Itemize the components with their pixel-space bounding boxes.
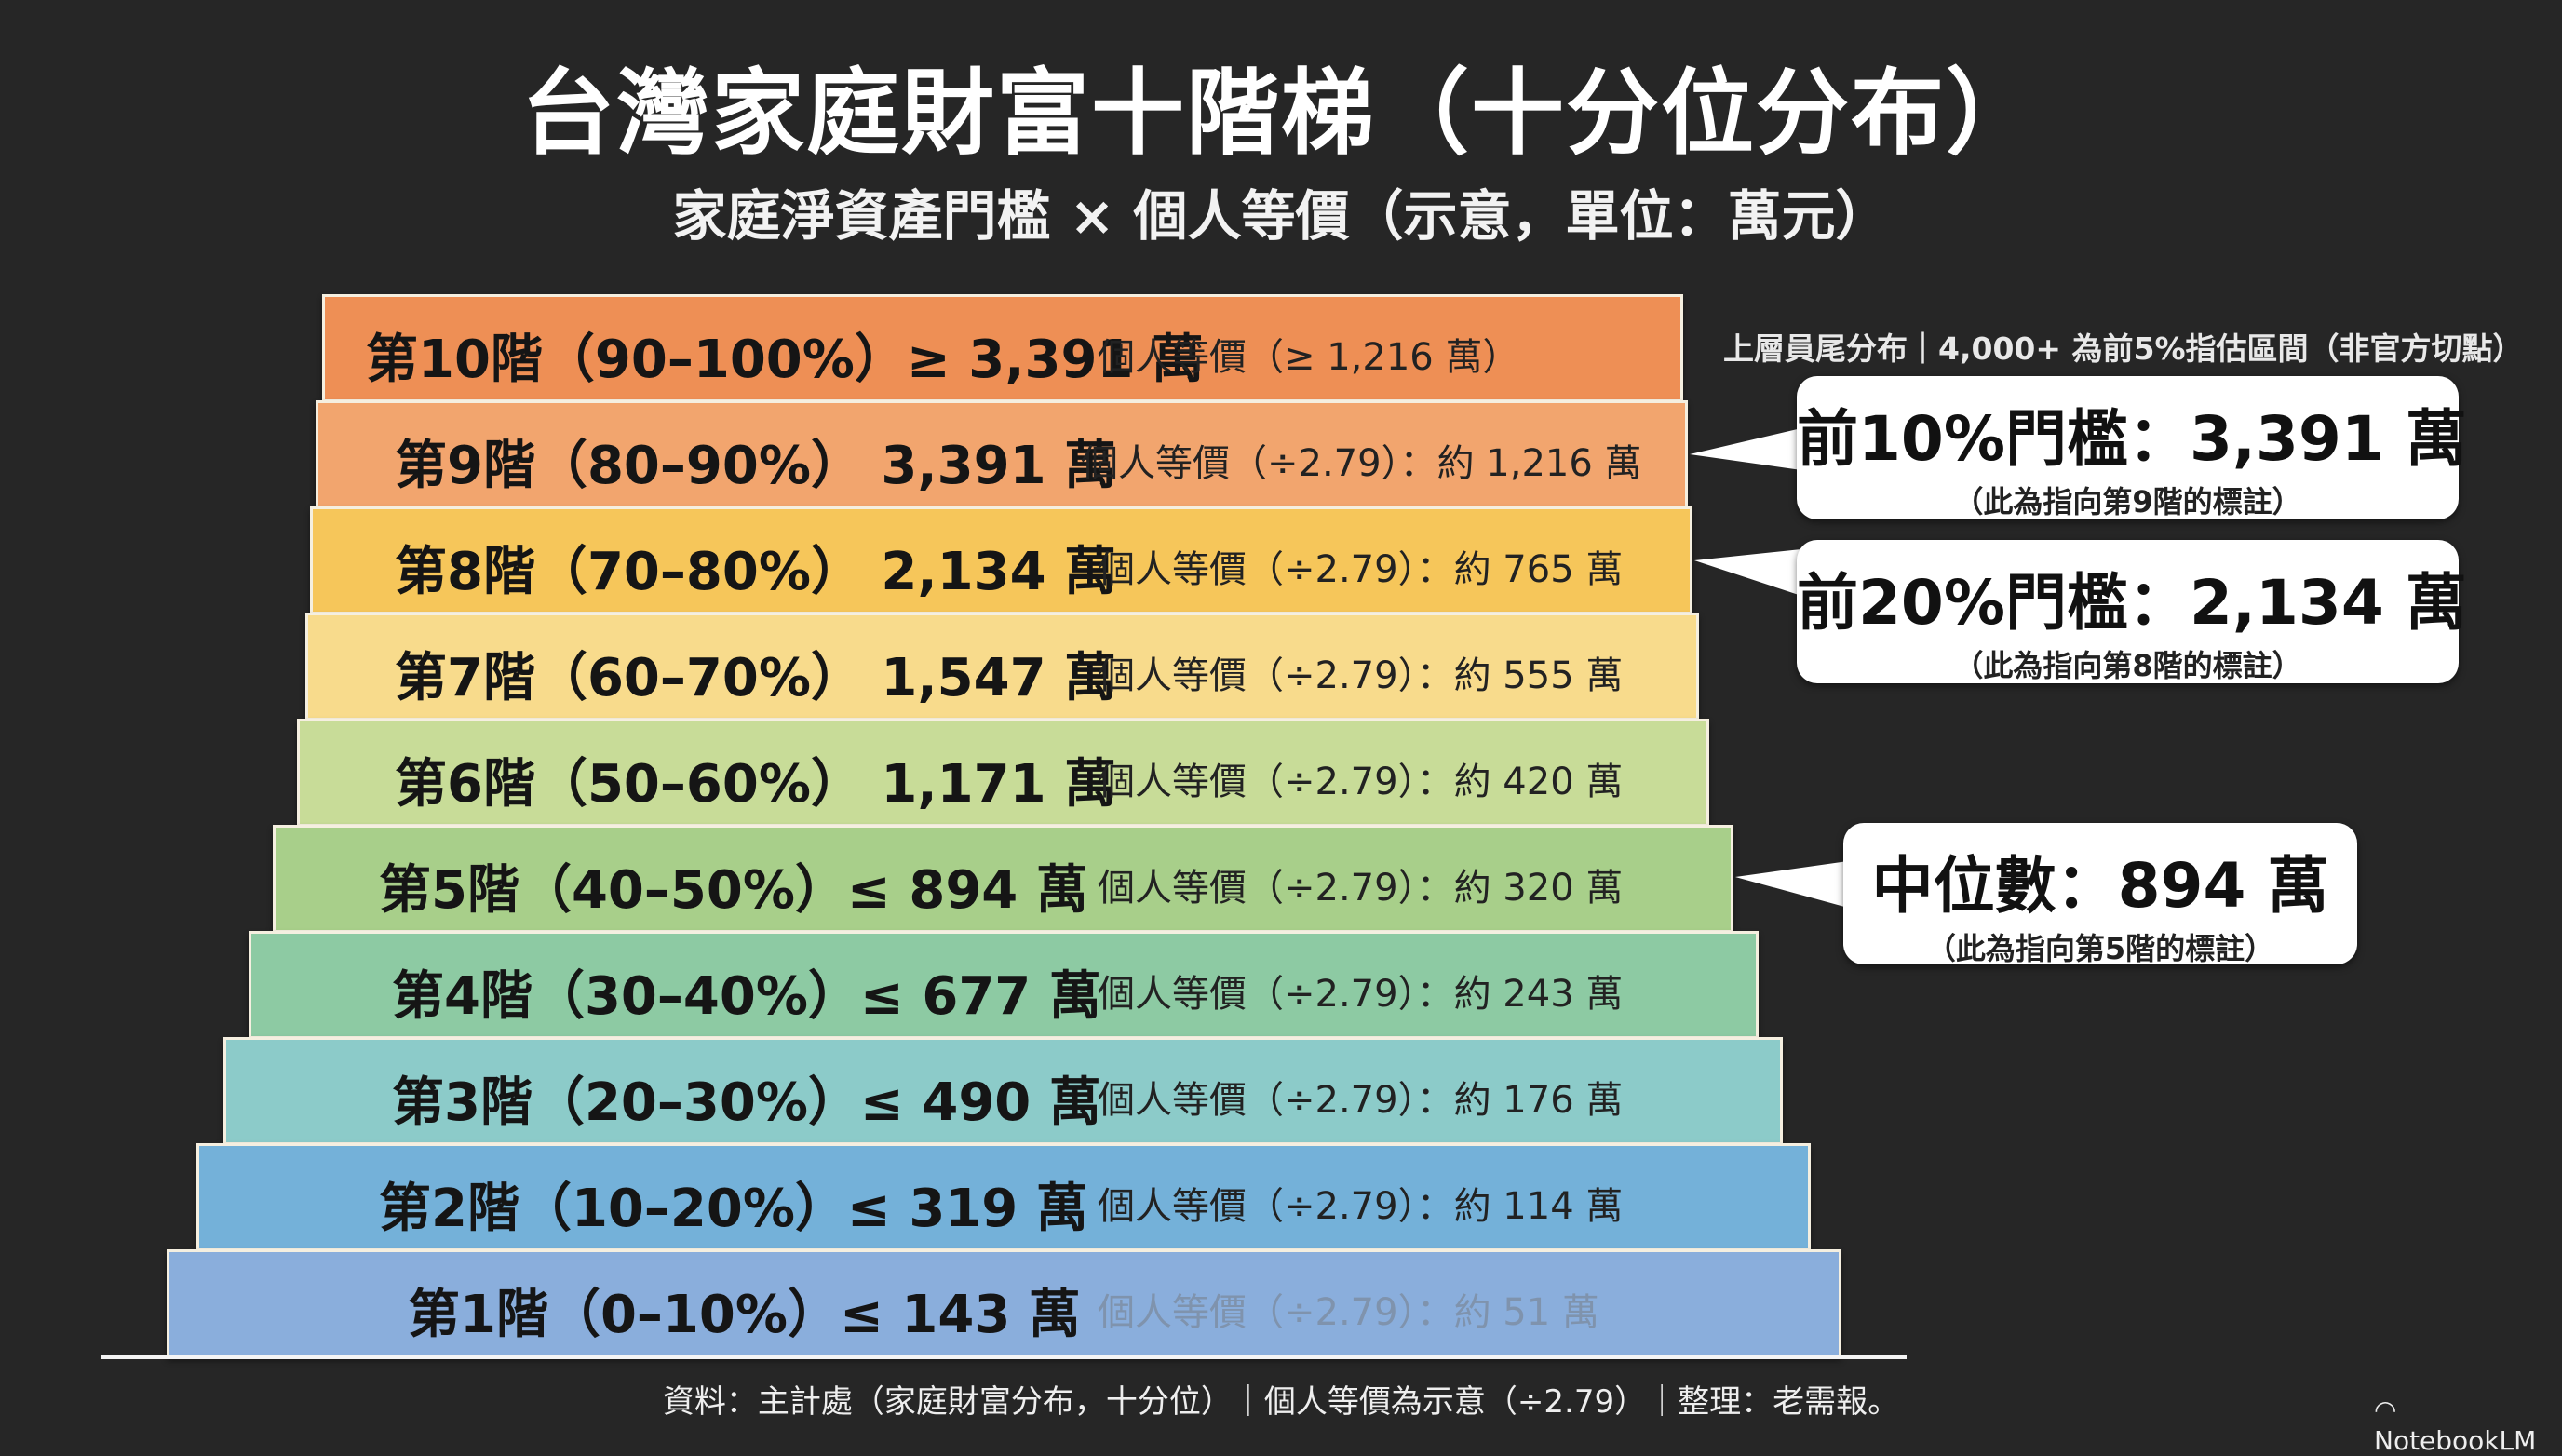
notebooklm-logo-icon: ◠ — [2374, 1395, 2397, 1425]
ladder-step-3: 第3階（20–30%）≤ 490 萬個人等價（÷2.79）：約 176 萬 — [223, 1037, 1783, 1145]
ladder-baseline — [101, 1355, 1907, 1359]
step-household-threshold: 第2階（10–20%）≤ 319 萬 — [379, 1179, 1088, 1239]
brand: ◠ NotebookLM — [2374, 1395, 2562, 1456]
upper-tail-note: 上層員尾分布｜4,000+ 為前5%指估區間（非官方切點） — [1723, 330, 2524, 367]
step-individual-equivalent: 個人等價（≥ 1,216 萬） — [1098, 336, 1520, 379]
step-individual-equivalent: 個人等價（÷2.79）：約 114 萬 — [1098, 1185, 1624, 1228]
step-household-threshold: 第1階（0–10%）≤ 143 萬 — [408, 1285, 1081, 1345]
page-subtitle: 家庭淨資產門檻 × 個人等價（示意，單位：萬元） — [672, 184, 1890, 248]
step-household-threshold: 第3階（20–30%）≤ 490 萬 — [392, 1072, 1101, 1133]
step-individual-equivalent: 個人等價（÷2.79）：約 555 萬 — [1098, 654, 1624, 697]
pointer-top20 — [1694, 549, 1801, 596]
pointer-top10 — [1690, 428, 1801, 470]
step-household-threshold: 第10階（90–100%）≥ 3,391 萬 — [366, 330, 1204, 390]
callout-median: 中位數：894 萬 （此為指向第5階的標註） — [1843, 823, 2357, 966]
ladder-step-5: 第5階（40–50%）≤ 894 萬個人等價（÷2.79）：約 320 萬 — [273, 825, 1733, 933]
callout-top10-value: 前10%門檻：3,391 萬 — [1797, 403, 2467, 475]
ladder-step-9: 第9階（80–90%） 3,391 萬個人等價（÷2.79）：約 1,216 萬 — [316, 400, 1688, 508]
step-household-threshold: 第7階（60–70%） 1,547 萬 — [395, 648, 1117, 708]
callout-median-note: （此為指向第5階的標註） — [1925, 931, 2275, 966]
step-household-threshold: 第9階（80–90%） 3,391 萬 — [395, 436, 1117, 496]
callout-median-value: 中位數：894 萬 — [1871, 850, 2329, 922]
step-individual-equivalent: 個人等價（÷2.79）：約 320 萬 — [1098, 867, 1624, 910]
step-individual-equivalent: 個人等價（÷2.79）：約 176 萬 — [1098, 1079, 1624, 1122]
callout-top20: 前20%門檻：2,134 萬 （此為指向第8階的標註） — [1797, 540, 2467, 683]
ladder-step-2: 第2階（10–20%）≤ 319 萬個人等價（÷2.79）：約 114 萬 — [196, 1143, 1811, 1251]
step-household-threshold: 第8階（70–80%） 2,134 萬 — [395, 542, 1117, 602]
step-individual-equivalent: 個人等價（÷2.79）：約 1,216 萬 — [1081, 442, 1642, 485]
ladder-step-6: 第6階（50–60%） 1,171 萬個人等價（÷2.79）：約 420 萬 — [297, 719, 1709, 827]
step-household-threshold: 第6階（50–60%） 1,171 萬 — [395, 754, 1117, 815]
pointer-median — [1735, 861, 1848, 908]
step-household-threshold: 第5階（40–50%）≤ 894 萬 — [379, 860, 1088, 921]
step-individual-equivalent: 個人等價（÷2.79）：約 243 萬 — [1098, 973, 1624, 1016]
ladder-step-4: 第4階（30–40%）≤ 677 萬個人等價（÷2.79）：約 243 萬 — [249, 931, 1759, 1039]
step-individual-equivalent: 個人等價（÷2.79）：約 765 萬 — [1098, 548, 1624, 591]
callout-top20-note: （此為指向第8階的標註） — [1953, 648, 2302, 683]
callout-top10: 前10%門檻：3,391 萬 （此為指向第9階的標註） — [1797, 376, 2467, 519]
page-title: 台灣家庭財富十階梯（十分位分布） — [521, 59, 2041, 168]
step-household-threshold: 第4階（30–40%）≤ 677 萬 — [392, 966, 1101, 1027]
callout-top20-value: 前20%門檻：2,134 萬 — [1797, 567, 2467, 639]
source-footer: 資料：主計處（家庭財富分布，十分位）｜個人等價為示意（÷2.79）｜整理：老需報… — [662, 1383, 1900, 1421]
callout-top10-note: （此為指向第9階的標註） — [1953, 484, 2302, 519]
step-individual-equivalent: 個人等價（÷2.79）：約 420 萬 — [1098, 761, 1624, 803]
ladder-step-10: 第10階（90–100%）≥ 3,391 萬個人等價（≥ 1,216 萬） — [322, 294, 1683, 402]
step-individual-equivalent: 個人等價（÷2.79）：約 51 萬 — [1098, 1291, 1599, 1334]
